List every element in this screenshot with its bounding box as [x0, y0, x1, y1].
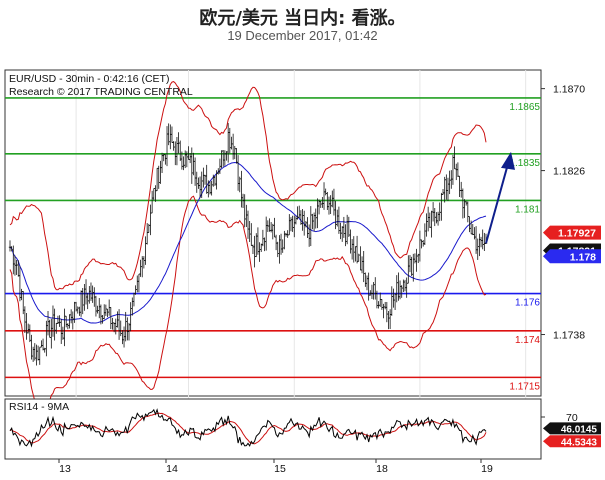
page-title: 欧元/美元 当日内: 看涨。: [199, 8, 406, 29]
projection-arrow: [485, 151, 515, 244]
level-label-1.176: 1.176: [515, 298, 540, 309]
svg-text:46.0145: 46.0145: [561, 424, 598, 435]
rsi-lines: [9, 408, 487, 448]
price-tick-label: 1.1738: [553, 330, 585, 342]
price-ticks: 1.1738 1.1826 1.1870: [541, 84, 585, 342]
price-tick-label: 1.1870: [553, 84, 585, 96]
x-tick-label: 15: [274, 463, 286, 475]
page-subtitle: 19 December 2017, 01:42: [227, 28, 378, 43]
x-tick-label: 19: [481, 463, 493, 475]
price-badge-1.17927: 1.17927: [543, 225, 601, 240]
moving-average: [9, 161, 487, 324]
rsi-panel-frame: [4, 398, 542, 460]
x-tick-label: 14: [166, 463, 178, 475]
grid-lines: [75, 70, 527, 459]
projection-line: [485, 163, 509, 244]
rsi-label: RSI14 - 9MA: [9, 401, 69, 413]
source-label: Research © 2017 TRADING CENTRAL: [9, 86, 193, 98]
price-tick-label: 1.1826: [553, 166, 585, 178]
svg-text:44.5343: 44.5343: [561, 437, 598, 448]
projection-arrowhead: [501, 151, 515, 170]
level-label-1.181: 1.181: [515, 204, 540, 215]
rsi-value-badge: 46.0145: [543, 422, 601, 435]
level-label-1.174: 1.174: [515, 335, 540, 346]
chart-svg: 1.1865 1.1835 1.181 1.176 1.174 1.1715 EUR/US…: [4, 69, 601, 475]
x-tick-label: 18: [376, 463, 388, 475]
x-axis: 13 14 15 18 19: [5, 458, 541, 475]
rsi-line: [9, 408, 487, 448]
chart-header: 欧元/美元 当日内: 看涨。 19 December 2017, 01:42: [0, 0, 605, 62]
svg-text:1.17927: 1.17927: [558, 228, 596, 240]
level-label-1.1715: 1.1715: [509, 381, 540, 392]
instrument-label: EUR/USD - 30min - 0:42:16 (CET): [9, 73, 169, 85]
bollinger-bands: [9, 81, 487, 414]
level-label-1.1835: 1.1835: [509, 158, 540, 169]
rsi-level-label: 70: [566, 412, 578, 424]
x-tick-label: 13: [59, 463, 71, 475]
rsi-ma-badge: 44.5343: [543, 435, 601, 448]
bollinger-upper: [9, 81, 487, 291]
svg-text:1.178: 1.178: [570, 251, 596, 263]
main-price-panel: 1.1865 1.1835 1.181 1.176 1.174 1.1715 EUR/US…: [4, 69, 542, 459]
level-label-1.1865: 1.1865: [509, 102, 540, 113]
price-badge-1.178: 1.178: [543, 249, 601, 264]
bollinger-lower: [9, 195, 487, 414]
candles: [8, 123, 488, 366]
